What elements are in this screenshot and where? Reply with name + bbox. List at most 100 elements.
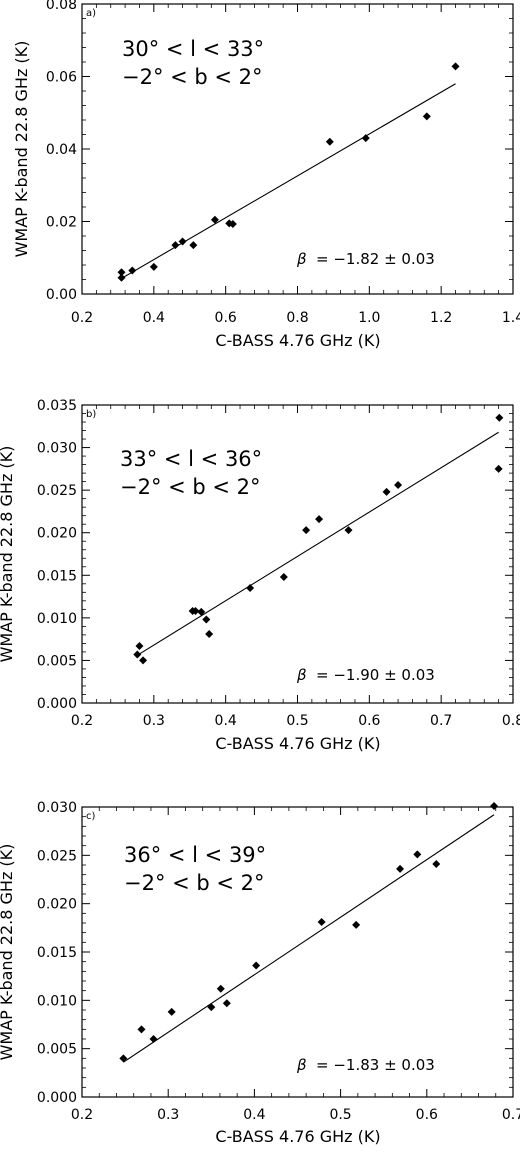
data-point <box>432 860 441 869</box>
data-point <box>149 1035 158 1043</box>
region-longitude: 36° < l < 39° <box>124 843 266 867</box>
data-point <box>128 266 137 275</box>
y-tick-label: 0.025 <box>37 483 77 499</box>
y-axis-label: WMAP K-band 22.8 GHz (K) <box>0 844 16 1061</box>
x-tick-label: 0.2 <box>71 713 93 729</box>
data-point <box>396 864 405 873</box>
data-point <box>495 413 504 422</box>
y-tick-label: 0.020 <box>37 526 77 542</box>
fit-line <box>123 814 495 1063</box>
y-tick-label: 0.020 <box>37 897 77 913</box>
data-point <box>197 607 206 616</box>
data-point <box>228 220 237 229</box>
x-tick-label: 0.7 <box>502 1107 520 1123</box>
x-axis-label: C-BASS 4.76 GHz (K) <box>215 734 380 753</box>
y-tick-label: 0.010 <box>37 993 77 1009</box>
data-point <box>317 918 326 927</box>
x-tick-label: 0.6 <box>358 713 380 729</box>
beta-value: = −1.83 ± 0.03 <box>316 1056 435 1074</box>
x-tick-label: 0.8 <box>286 310 308 326</box>
y-tick-label: 0.00 <box>46 287 77 303</box>
beta-symbol: β <box>296 666 307 684</box>
region-latitude: −2° < b < 2° <box>120 475 261 499</box>
y-axis-label: WMAP K-band 22.8 GHz (K) <box>0 446 16 663</box>
data-points <box>133 413 504 665</box>
panel-a-chart: 0.2 0.4 0.6 0.8 1.0 1.2 1.4 0.00 0.02 0.04 0.06 0.0… <box>12 0 520 350</box>
data-points <box>117 62 460 282</box>
data-point <box>422 112 431 121</box>
x-tick-label: 1.4 <box>502 310 520 326</box>
data-point <box>137 1025 146 1034</box>
region-latitude: −2° < b < 2° <box>124 871 265 895</box>
data-point <box>352 920 361 929</box>
region-longitude: 30° < l < 33° <box>122 37 264 61</box>
data-point <box>252 961 261 970</box>
y-tick-label: 0.030 <box>37 441 77 457</box>
x-tick-label: 0.4 <box>143 310 165 326</box>
x-tick-label: 0.6 <box>215 310 237 326</box>
y-tick-label: 0.08 <box>46 0 77 13</box>
data-point <box>279 572 288 581</box>
y-tick-label: 0.025 <box>37 848 77 864</box>
y-tick-label: 0.005 <box>37 653 77 669</box>
data-point <box>344 526 353 535</box>
data-point <box>494 464 503 473</box>
y-tick-label: 0.06 <box>46 70 77 86</box>
fit-line <box>135 431 499 657</box>
y-tick-label: 0.02 <box>46 215 77 231</box>
beta-value: = −1.90 ± 0.03 <box>316 666 435 684</box>
beta-value: = −1.82 ± 0.03 <box>316 250 435 268</box>
beta-symbol: β <box>296 250 307 268</box>
axis-ticks: 0.2 0.4 0.6 0.8 1.0 1.2 1.4 0.00 0.02 0.04 0.06 0.0… <box>46 0 520 326</box>
x-axis-label: C-BASS 4.76 GHz (K) <box>215 1127 380 1146</box>
x-tick-label: 1.0 <box>358 310 380 326</box>
y-tick-label: 0.000 <box>37 1090 77 1106</box>
x-tick-label: 0.3 <box>143 713 165 729</box>
y-tick-label: 0.030 <box>37 800 77 816</box>
y-tick-label: 0.04 <box>46 142 77 158</box>
data-point <box>382 487 391 496</box>
axis-ticks: 0.2 0.3 0.4 0.5 0.6 0.7 0.000 0.005 0.010 0.015 0.… <box>37 800 520 1123</box>
data-point <box>361 134 370 143</box>
x-tick-label: 0.7 <box>430 713 452 729</box>
fit-line-group <box>135 431 499 657</box>
panel-c-chart: 0.2 0.3 0.4 0.5 0.6 0.7 0.000 0.005 0.010 0.015 0.… <box>0 800 520 1146</box>
y-tick-label: 0.010 <box>37 611 77 627</box>
data-point <box>178 237 187 246</box>
x-axis-label: C-BASS 4.76 GHz (K) <box>215 331 380 350</box>
y-tick-label: 0.015 <box>37 568 77 584</box>
data-point <box>210 215 219 224</box>
x-tick-label: 0.2 <box>71 1107 93 1123</box>
data-point <box>189 241 198 250</box>
y-tick-label: 0.005 <box>37 1042 77 1058</box>
region-longitude: 33° < l < 36° <box>120 447 262 471</box>
y-tick-label: 0.035 <box>37 398 77 414</box>
x-tick-label: 0.6 <box>416 1107 438 1123</box>
panel-b-chart: 0.2 0.3 0.4 0.5 0.6 0.7 0.8 0.000 0.005 0.010 0.01… <box>0 398 520 753</box>
x-tick-label: 0.4 <box>243 1107 265 1123</box>
panel-label: a) <box>86 8 96 19</box>
data-point <box>167 1007 176 1016</box>
data-point <box>205 630 214 639</box>
x-tick-label: 0.4 <box>215 713 237 729</box>
x-tick-label: 0.8 <box>502 713 520 729</box>
data-point <box>117 273 126 282</box>
data-point <box>315 515 324 524</box>
data-point <box>139 656 148 665</box>
data-point <box>202 615 211 624</box>
data-point <box>246 584 255 593</box>
region-latitude: −2° < b < 2° <box>122 65 263 89</box>
x-tick-label: 0.5 <box>286 713 308 729</box>
data-point <box>133 650 142 659</box>
data-point <box>490 802 499 811</box>
y-tick-label: 0.015 <box>37 945 77 961</box>
axis-ticks: 0.2 0.3 0.4 0.5 0.6 0.7 0.8 0.000 0.005 0.010 0.01… <box>37 398 520 729</box>
panel-label: c) <box>86 811 95 822</box>
data-point <box>325 137 334 146</box>
data-point <box>191 607 200 616</box>
panel-label: b) <box>86 409 96 420</box>
data-point <box>413 850 422 859</box>
x-tick-label: 0.3 <box>157 1107 179 1123</box>
beta-symbol: β <box>296 1056 307 1074</box>
